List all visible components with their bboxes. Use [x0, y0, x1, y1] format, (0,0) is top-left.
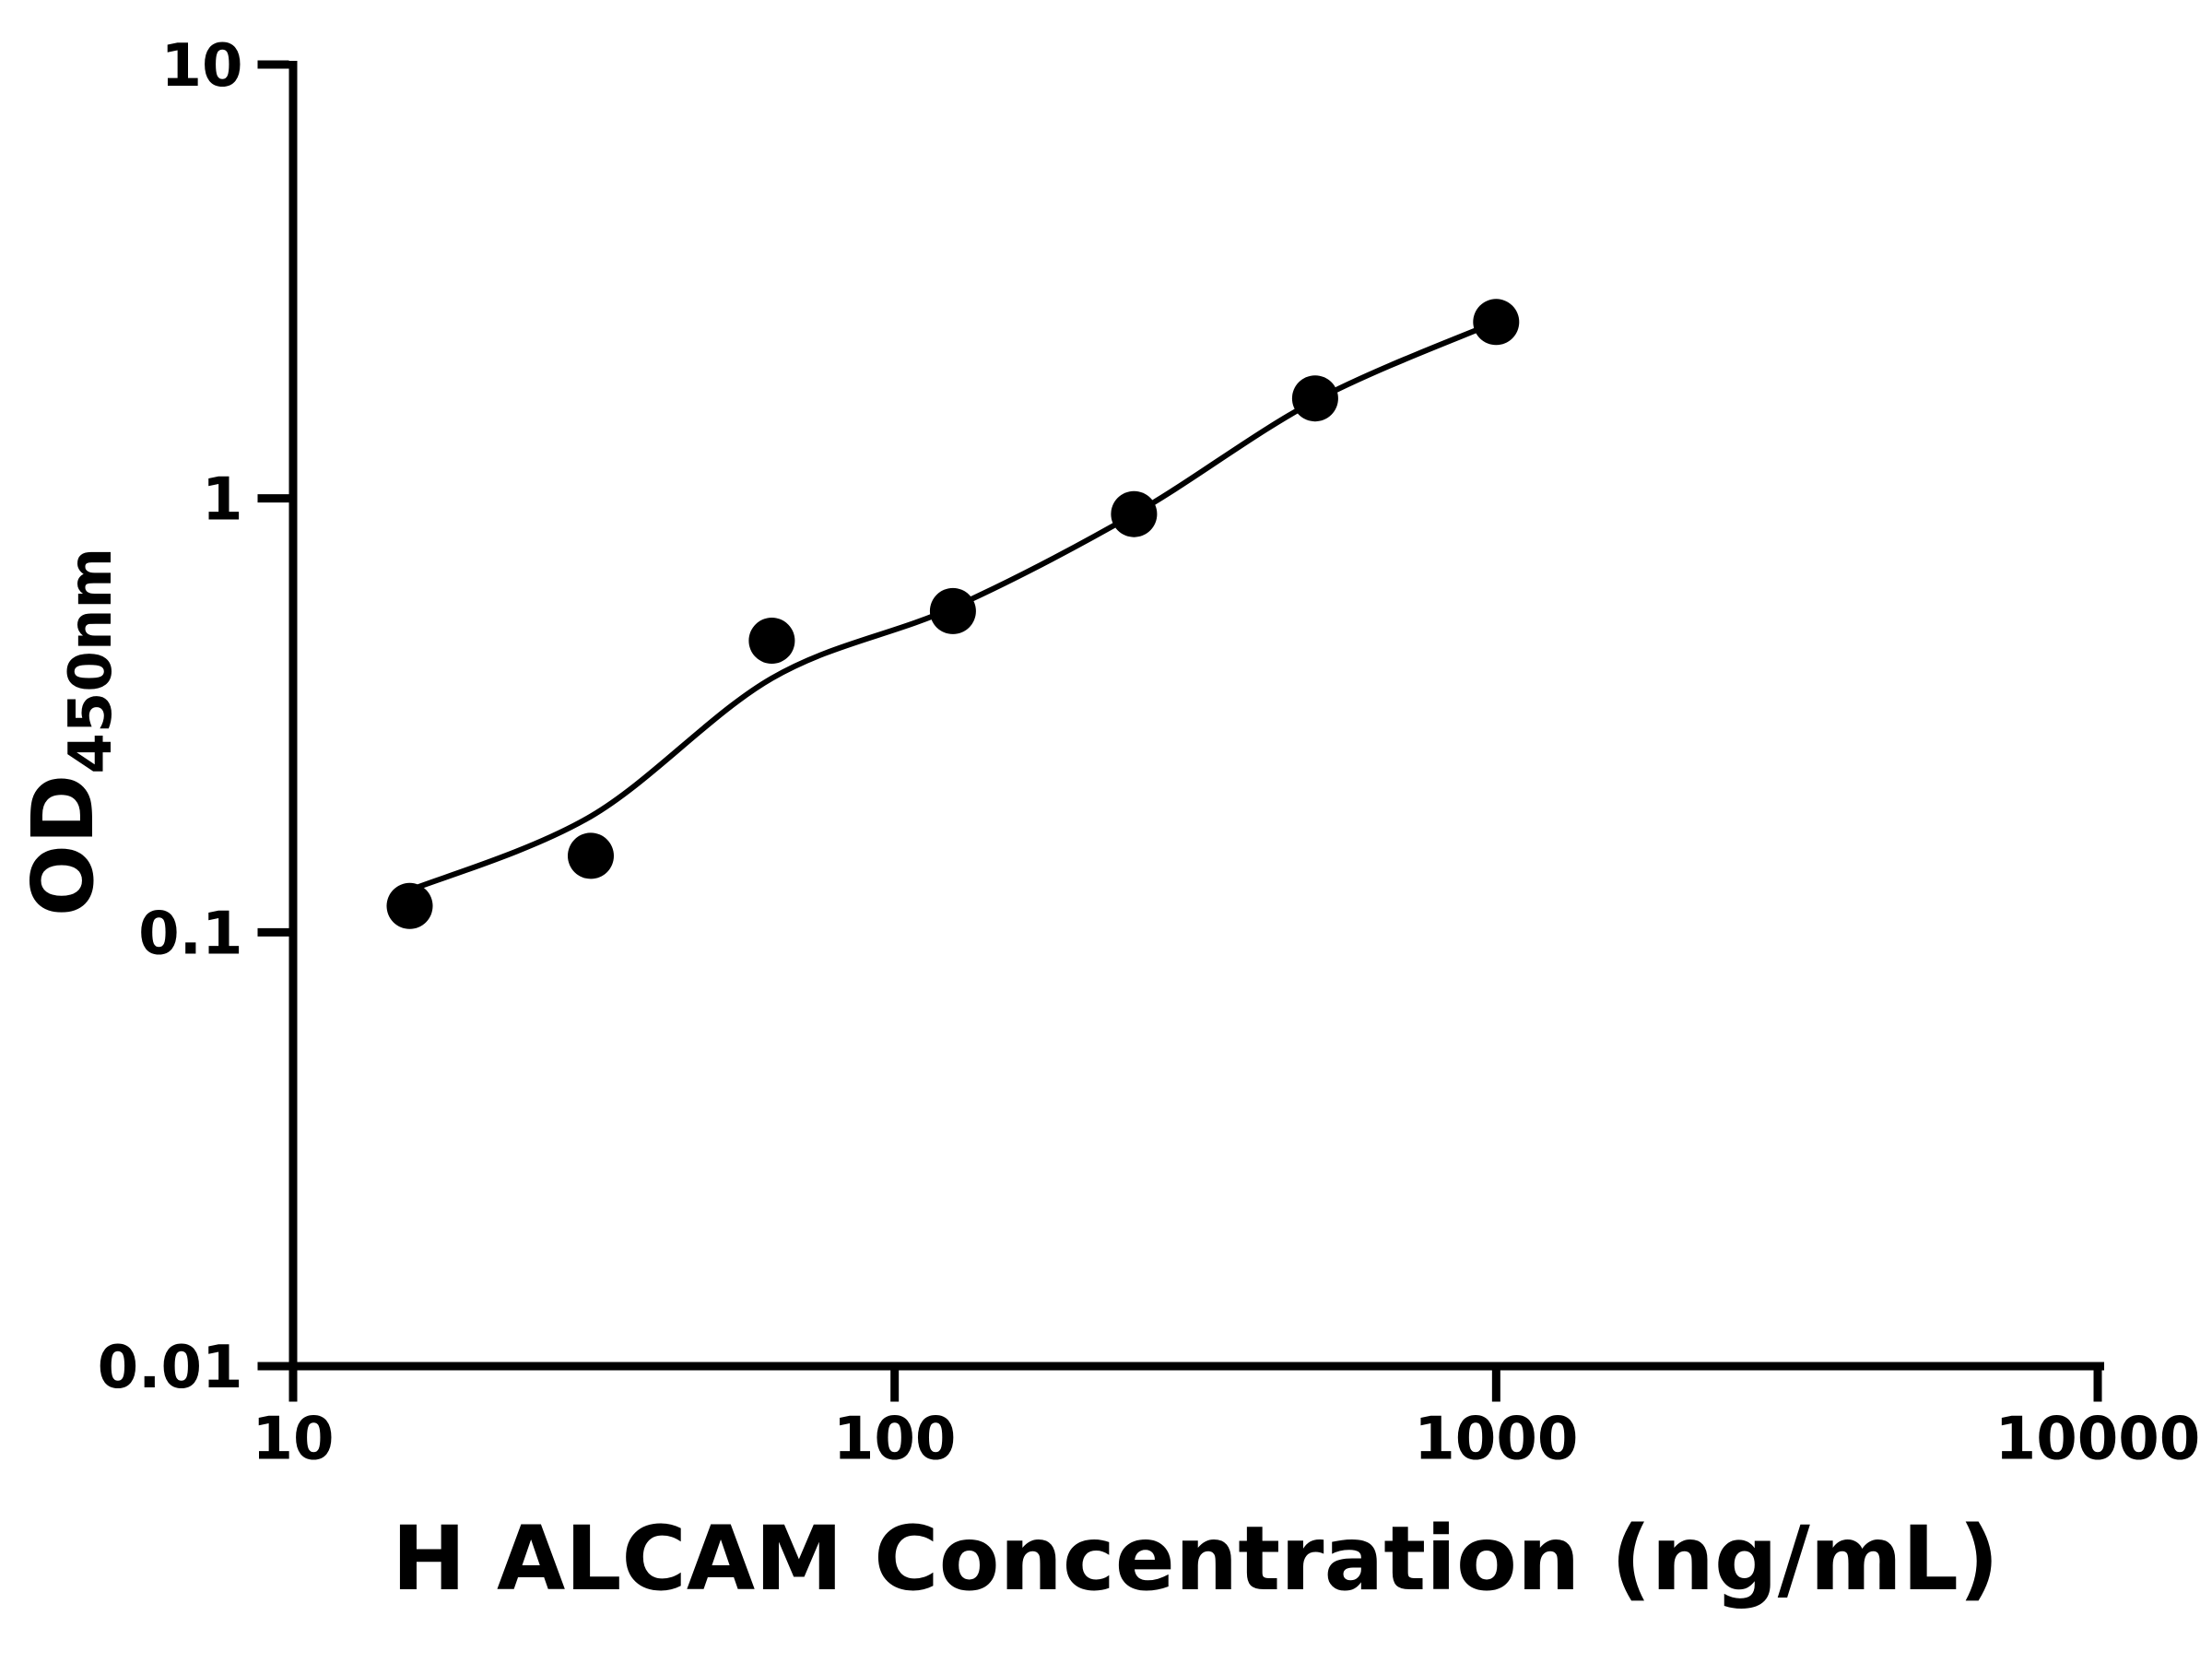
data-point [568, 832, 614, 879]
y-tick-label: 0.01 [98, 1334, 243, 1402]
data-point [1111, 490, 1158, 537]
data-point [386, 882, 433, 929]
axes: 10 100 1000 10000 10 1 0.1 0.01 [98, 32, 2201, 1474]
y-axis-title-subscript: 450nm [57, 548, 125, 774]
x-axis-title: H ALCAM Concentration (ng/mL) [392, 1507, 1999, 1610]
y-tick-label: 1 [202, 466, 243, 535]
x-tick-label: 100 [833, 1406, 957, 1474]
data-points [386, 299, 1520, 929]
data-point [1473, 299, 1520, 346]
data-point [1291, 375, 1338, 422]
y-tick-label: 10 [160, 32, 242, 100]
x-tick-label: 10 [252, 1406, 334, 1474]
data-point [748, 618, 795, 664]
y-tick-label: 0.1 [138, 900, 242, 968]
y-axis-title: OD450nm [14, 548, 125, 916]
axis-spines [288, 61, 2104, 1371]
x-tick-label: 1000 [1414, 1406, 1578, 1474]
y-axis-title-main: OD [14, 774, 112, 917]
data-point [929, 587, 976, 634]
x-tick-label: 10000 [1995, 1406, 2201, 1474]
